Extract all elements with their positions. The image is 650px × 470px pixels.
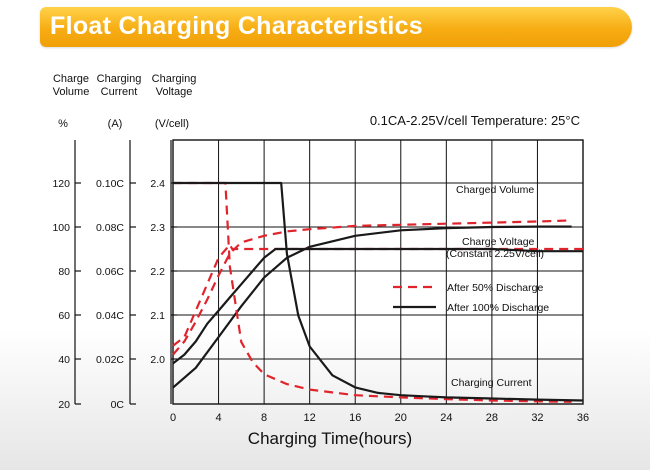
x-tick-label: 32 (531, 412, 543, 424)
label-charge-voltage: Charge Voltage (462, 236, 535, 248)
axis-1-label-line-0: Charging (97, 73, 142, 85)
axis-1-tick-label: 0.04C (96, 310, 124, 322)
axis-0-label-line-1: Volume (53, 86, 90, 98)
axis-1-tick-label: 0.08C (96, 222, 124, 234)
axis-0-tick-label: 100 (52, 222, 70, 234)
axis-0-tick-label: 80 (58, 266, 70, 278)
x-axis-title: Charging Time(hours) (248, 429, 412, 448)
axis-2-tick-label: 2.1 (150, 310, 165, 322)
label-charged-volume: Charged Volume (456, 184, 534, 196)
label-constant-voltage: (Constant 2.25V/cell) (446, 248, 544, 260)
axis-1-unit: (A) (108, 118, 123, 130)
axis-2-label-line-1: Voltage (156, 86, 193, 98)
axis-2-tick-label: 2.2 (150, 266, 165, 278)
axis-0-tick-label: 40 (58, 354, 70, 366)
series-volume-50pct (172, 219, 572, 356)
axis-2-tick-label: 2.0 (150, 354, 165, 366)
x-tick-label: 4 (215, 412, 221, 424)
legend-label-50pct: After 50% Discharge (447, 282, 543, 294)
axis-0-label-line-0: Charge (53, 73, 89, 85)
legend-label-100pct: After 100% Discharge (447, 302, 549, 314)
axis-1-tick-label: 0.02C (96, 354, 124, 366)
series-voltage-100pct (172, 247, 583, 365)
series-volume-100pct (172, 225, 572, 389)
x-tick-label: 8 (261, 412, 267, 424)
axis-2-tick-label: 2.4 (150, 178, 165, 190)
axis-2-tick-label: 2.3 (150, 222, 165, 234)
axis-2-unit: (V/cell) (155, 118, 189, 130)
x-tick-label: 24 (440, 412, 452, 424)
axis-1-tick-label: 0.10C (96, 178, 124, 190)
axis-1-tick-label: 0.06C (96, 266, 124, 278)
x-tick-label: 0 (170, 412, 176, 424)
plot-frame (172, 139, 584, 405)
axis-0-tick-label: 20 (58, 399, 70, 411)
axis-0-tick-label: 120 (52, 178, 70, 190)
title-banner (40, 7, 632, 47)
x-tick-label: 20 (395, 412, 407, 424)
page-title: Float Charging Characteristics (50, 12, 423, 40)
series-current-100pct (173, 181, 584, 402)
axis-0-unit: % (58, 118, 68, 130)
series-current-50pct (173, 181, 572, 403)
axis-0-tick-label: 60 (58, 310, 70, 322)
label-charging-current: Charging Current (451, 377, 532, 389)
chart-annotation: 0.1CA-2.25V/cell Temperature: 25°C (370, 113, 580, 128)
x-tick-label: 12 (304, 412, 316, 424)
x-tick-label: 36 (577, 412, 589, 424)
axis-1-label-line-1: Current (101, 86, 138, 98)
axis-1-tick-label: 0C (111, 399, 125, 411)
x-tick-label: 16 (349, 412, 361, 424)
x-tick-label: 28 (486, 412, 498, 424)
axis-2-label-line-0: Charging (152, 73, 197, 85)
